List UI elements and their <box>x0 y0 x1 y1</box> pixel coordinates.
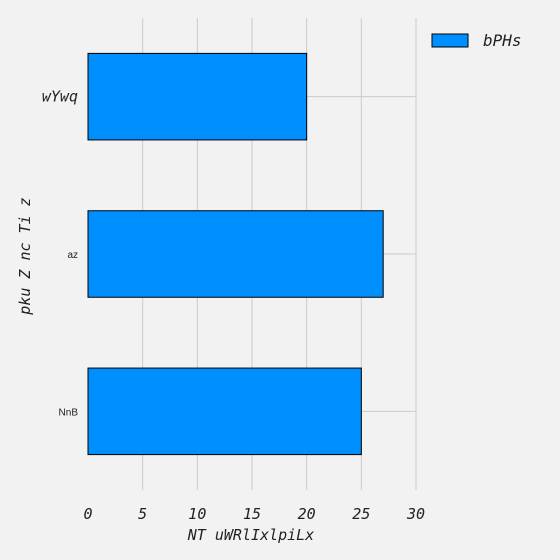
bar-az <box>87 210 384 298</box>
category-label: wYwq <box>42 88 78 106</box>
x-tick-label: 20 <box>298 505 316 523</box>
x-axis-label: NT uWRlIxlpiLx <box>187 526 314 544</box>
y-axis-label: pku Z nc Ti z <box>16 197 34 315</box>
legend-label: bPHs <box>483 31 522 50</box>
legend-swatch <box>431 33 469 48</box>
bars <box>87 52 384 456</box>
x-tick-label: 5 <box>138 505 147 523</box>
x-tick-label: 25 <box>352 505 370 523</box>
category-label: NnB <box>59 407 79 418</box>
legend: bPHs <box>431 31 522 50</box>
category-labels: wYwq az NnB <box>42 88 78 419</box>
x-tick-labels: 0 5 10 15 20 25 30 <box>83 505 425 523</box>
bar-wYwq <box>87 52 308 141</box>
bar-NnB <box>87 367 362 456</box>
x-tick-label: 15 <box>243 505 261 523</box>
x-tick-label: 0 <box>83 505 92 523</box>
x-tick-label: 10 <box>188 505 206 523</box>
category-label: az <box>67 250 78 261</box>
x-tick-label: 30 <box>406 505 425 523</box>
